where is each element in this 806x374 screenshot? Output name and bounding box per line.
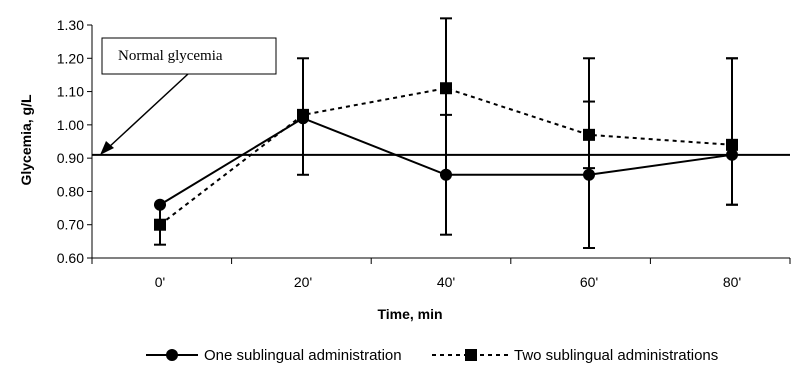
square-marker — [440, 82, 452, 95]
legend-label-2: Two sublingual administrations — [514, 347, 718, 364]
y-tick-label: 1.30 — [57, 17, 84, 33]
annotation-arrow — [107, 73, 189, 149]
x-axis: 0' 20' 40' 60' 80' — [91, 257, 791, 290]
y-tick-label: 1.20 — [57, 50, 84, 66]
normal-glycemia-annotation: Normal glycemia — [100, 37, 277, 155]
legend: One sublingual administration Two subling… — [146, 347, 718, 364]
annotation-box — [101, 37, 277, 75]
circle-marker — [726, 148, 738, 161]
legend-square-marker — [465, 349, 477, 361]
x-axis-title: Time, min — [377, 306, 442, 322]
series-line-2 — [159, 87, 733, 226]
arrow-head-icon — [100, 141, 114, 155]
x-tick-label: 0' — [155, 274, 165, 290]
y-axis-title: Glycemia, g/L — [18, 94, 34, 185]
square-marker — [297, 108, 309, 121]
x-tick-label: 80' — [723, 274, 741, 290]
square-marker — [583, 128, 595, 141]
x-tick-label: 40' — [437, 274, 455, 290]
series-markers — [154, 82, 738, 231]
y-tick-label: 0.90 — [57, 150, 84, 166]
x-tick-label: 60' — [580, 274, 598, 290]
circle-marker — [440, 168, 452, 181]
y-tick-label: 0.80 — [57, 183, 84, 199]
x-tick-label: 20' — [294, 274, 312, 290]
y-tick-label: 1.00 — [57, 117, 84, 133]
annotation-label: Normal glycemia — [118, 48, 223, 64]
y-tick-label: 1.10 — [57, 84, 84, 100]
circle-marker — [154, 198, 166, 211]
y-tick-label: 0.60 — [57, 250, 84, 266]
square-marker — [154, 218, 166, 231]
y-axis: 0.60 0.70 0.80 0.90 1.00 1.10 1.20 1.30 — [57, 17, 93, 266]
legend-label-1: One sublingual administration — [204, 347, 402, 364]
square-marker — [726, 138, 738, 151]
legend-circle-marker — [166, 349, 178, 361]
circle-marker — [583, 168, 595, 181]
y-tick-label: 0.70 — [57, 217, 84, 233]
